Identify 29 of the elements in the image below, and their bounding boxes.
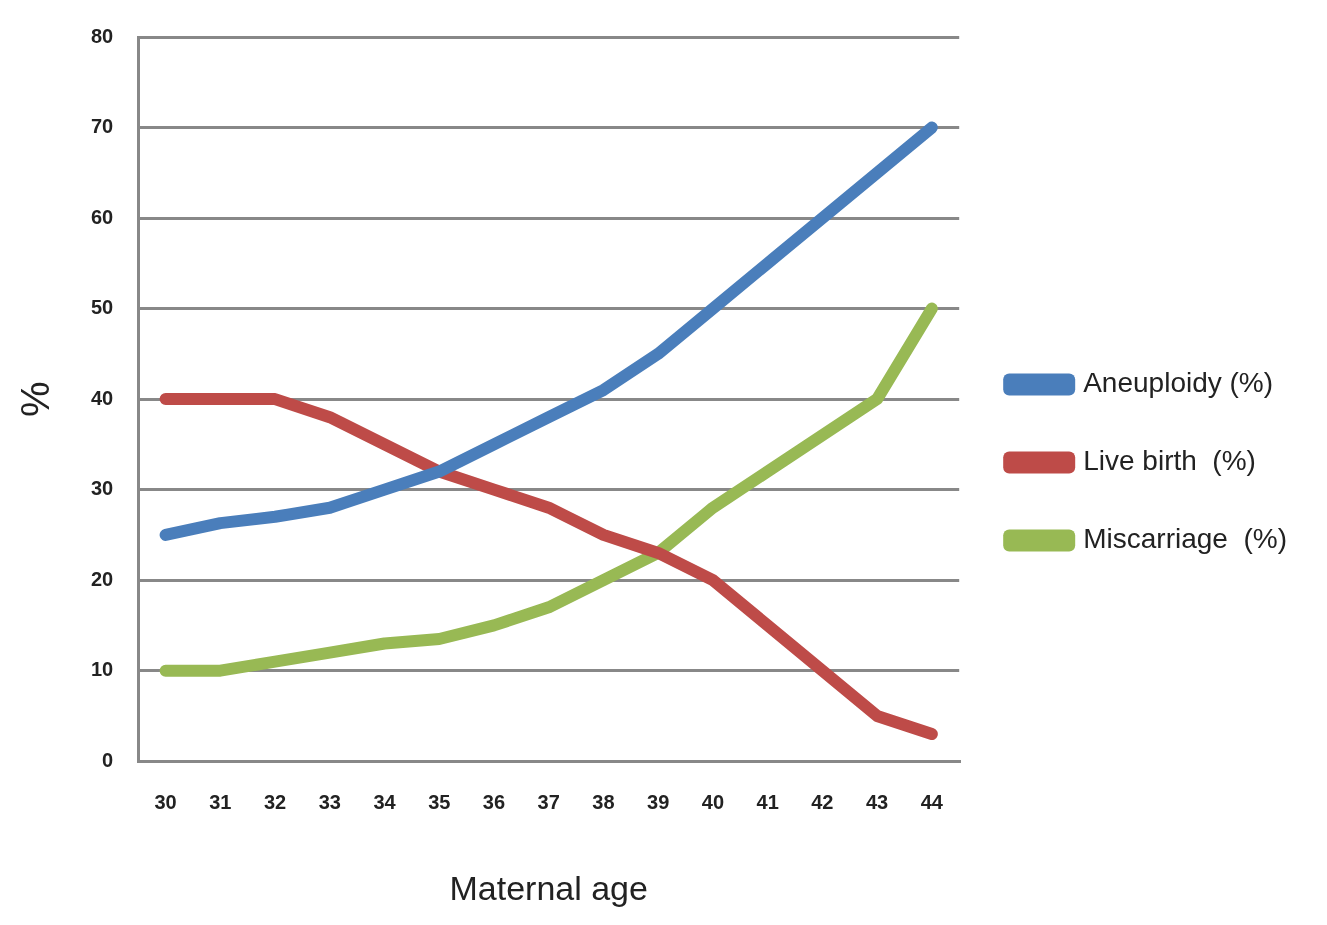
x-tick-label: 43 <box>865 790 889 813</box>
y-tick-label: 0 <box>102 748 114 771</box>
legend-label: Miscarriage (%) <box>1083 523 1288 555</box>
x-tick-label: 44 <box>920 790 944 813</box>
legend-label: Aneuploidy (%) <box>1083 367 1274 399</box>
x-tick-label: 41 <box>756 790 779 813</box>
x-tick-label: 32 <box>263 790 287 813</box>
x-tick-label: 40 <box>701 790 725 813</box>
x-tick-label: 31 <box>209 790 232 813</box>
x-axis-title: Maternal age <box>449 868 648 907</box>
x-tick-label: 37 <box>537 790 560 813</box>
x-tick-label: 33 <box>318 790 341 813</box>
x-tick-label: 36 <box>482 790 506 813</box>
y-tick-label: 30 <box>91 477 114 500</box>
x-tick-label: 34 <box>373 790 397 813</box>
x-tick-label: 42 <box>811 790 834 813</box>
x-tick-label: 38 <box>592 790 615 813</box>
y-tick-label: 40 <box>91 386 114 409</box>
x-tick-label: 30 <box>154 790 177 813</box>
y-tick-label: 70 <box>91 115 114 138</box>
x-tick-label: 35 <box>428 790 451 813</box>
y-tick-label: 50 <box>91 296 114 319</box>
y-tick-label: 20 <box>91 567 114 590</box>
x-tick-label: 39 <box>647 790 670 813</box>
y-axis-title: % <box>13 381 58 417</box>
y-tick-label: 80 <box>91 24 114 47</box>
legend-label: Live birth (%) <box>1083 445 1256 477</box>
y-tick-label: 10 <box>91 658 114 681</box>
y-tick-label: 60 <box>91 205 114 228</box>
